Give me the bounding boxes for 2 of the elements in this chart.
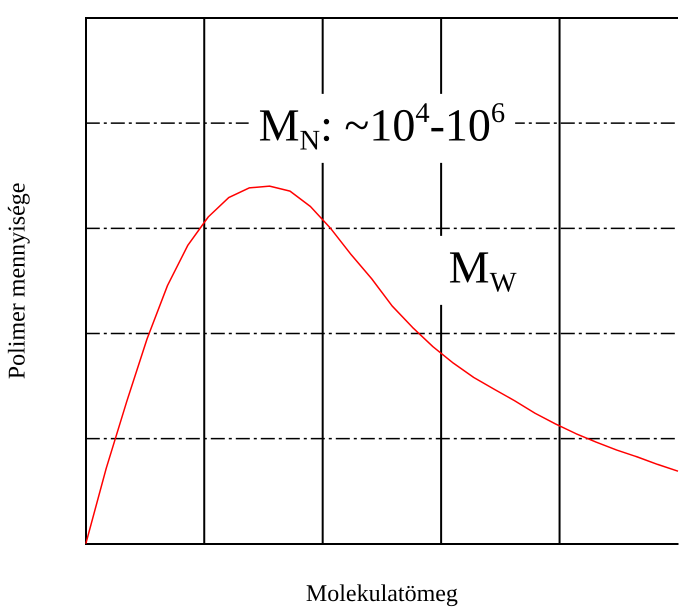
y-axis-title: Polimer mennyisége — [4, 182, 31, 380]
x-axis-title: Molekulatömeg — [306, 580, 458, 607]
